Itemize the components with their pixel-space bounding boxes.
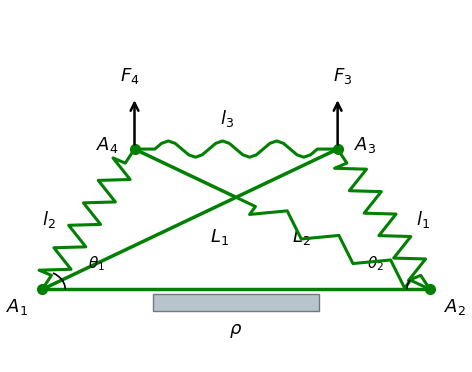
Text: $l_1$: $l_1$	[416, 209, 430, 230]
Text: $F_4$: $F_4$	[120, 66, 140, 86]
Text: $A_1$: $A_1$	[6, 297, 28, 317]
Text: $L_2$: $L_2$	[292, 227, 311, 247]
Text: $l_2$: $l_2$	[42, 209, 56, 230]
FancyBboxPatch shape	[153, 294, 319, 311]
Text: $A_4$: $A_4$	[96, 135, 118, 155]
Text: $F_3$: $F_3$	[333, 66, 352, 86]
Text: $L_1$: $L_1$	[210, 227, 229, 247]
Text: $l_3$: $l_3$	[220, 108, 234, 129]
Text: $\theta_1$: $\theta_1$	[88, 254, 105, 273]
Text: $A_3$: $A_3$	[354, 135, 376, 155]
Text: $A_2$: $A_2$	[444, 297, 466, 317]
Text: $\rho$: $\rho$	[229, 322, 243, 340]
Text: $\theta_2$: $\theta_2$	[367, 254, 384, 273]
